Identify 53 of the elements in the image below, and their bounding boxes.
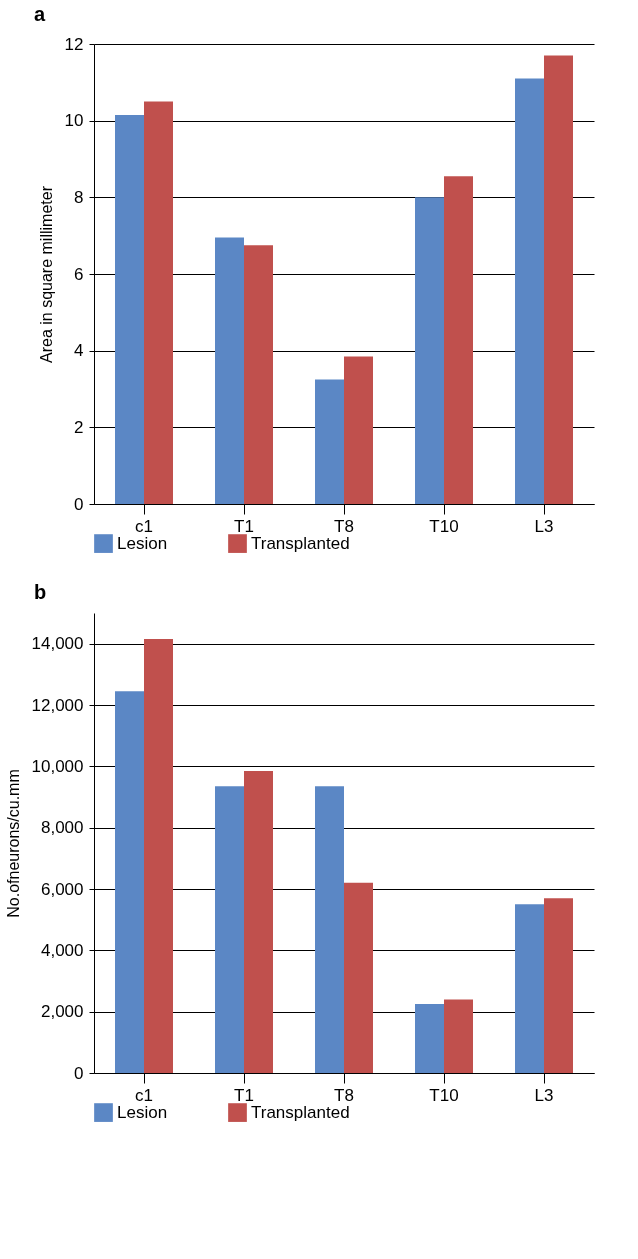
y-tick-label: 0 [74, 494, 84, 514]
legend-label: Transplanted [251, 533, 350, 553]
x-tick-label: T10 [429, 516, 459, 536]
bar [544, 55, 573, 504]
bar [515, 78, 544, 504]
bar [115, 691, 144, 1073]
y-tick-label: 8,000 [40, 818, 84, 838]
bar [244, 245, 273, 504]
bar [415, 1004, 444, 1073]
bar [444, 999, 473, 1073]
x-tick-label: T8 [334, 516, 354, 536]
bar [115, 114, 144, 504]
bar [244, 770, 273, 1073]
x-tick-label: T10 [429, 1085, 459, 1105]
bar [315, 786, 344, 1073]
y-tick-label: 10,000 [31, 756, 84, 776]
bar [444, 176, 473, 504]
bar [415, 197, 444, 504]
bar [544, 898, 573, 1073]
bar [144, 639, 173, 1073]
y-tick-label: 4 [74, 341, 84, 361]
y-tick-label: 12,000 [31, 695, 84, 715]
bar [344, 356, 373, 504]
x-tick-label: T1 [234, 516, 254, 536]
y-tick-label: 6 [74, 264, 84, 284]
y-axis-title: No.ofneurons/cu.mm [4, 769, 22, 918]
y-axis-title: Area in square millimeter [37, 185, 55, 363]
x-tick-label: c1 [135, 1085, 153, 1105]
legend-label: Lesion [117, 1102, 168, 1122]
y-tick-label: 2,000 [40, 1002, 84, 1022]
y-tick-label: 0 [74, 1063, 84, 1083]
x-tick-label: L3 [534, 1085, 554, 1105]
y-tick-label: 8 [74, 187, 84, 207]
y-tick-label: 12 [64, 34, 84, 54]
y-tick-label: 10 [64, 111, 84, 131]
legend-label: Transplanted [251, 1102, 350, 1122]
x-tick-label: T1 [234, 1085, 254, 1105]
x-tick-label: T8 [334, 1085, 354, 1105]
x-tick-label: L3 [534, 516, 554, 536]
y-tick-label: 4,000 [40, 940, 84, 960]
bar [215, 786, 244, 1073]
bar [344, 882, 373, 1073]
y-tick-label: 6,000 [40, 879, 84, 899]
chart-title: a [34, 3, 46, 25]
x-tick-label: c1 [135, 516, 153, 536]
legend-label: Lesion [117, 533, 168, 553]
y-tick-label: 2 [74, 417, 84, 437]
bar [315, 379, 344, 504]
chart-title: b [34, 581, 47, 603]
bar [515, 904, 544, 1073]
bar [144, 101, 173, 504]
bar [215, 237, 244, 504]
y-tick-label: 14,000 [31, 634, 84, 654]
